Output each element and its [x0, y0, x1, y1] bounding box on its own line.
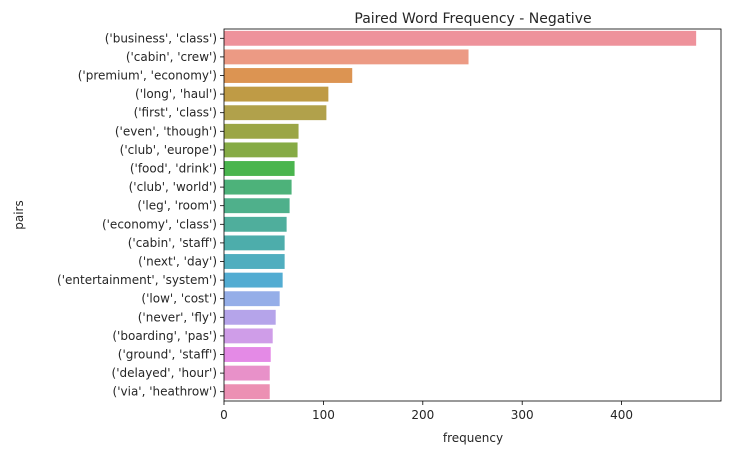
y-tick-label: ('next', 'day') [138, 255, 217, 269]
y-tick-label: ('cabin', 'crew') [126, 50, 217, 64]
y-tick-label: ('ground', 'staff') [118, 348, 217, 362]
y-tick-label: ('even', 'though') [115, 124, 217, 138]
y-tick-label: ('via', 'heathrow') [113, 385, 217, 399]
x-axis: 0 100 200 300 400 [220, 401, 633, 422]
x-tick-label: 400 [610, 408, 633, 422]
y-tick-label: ('entertainment', 'system') [57, 273, 217, 287]
bar [224, 49, 469, 65]
y-tick-label: ('long', 'haul') [135, 87, 217, 101]
y-tick-label: ('club', 'world') [129, 180, 217, 194]
x-tick-label: 300 [511, 408, 534, 422]
y-tick-label: ('economy', 'class') [102, 217, 217, 231]
bar [224, 142, 298, 158]
y-tick-label: ('food', 'drink') [130, 162, 217, 176]
bar [224, 68, 353, 83]
y-tick-label: ('delayed', 'hour') [112, 366, 217, 380]
bar [224, 161, 295, 176]
bar [224, 254, 285, 269]
y-tick-label: ('never', 'fly') [138, 310, 217, 324]
bar [224, 291, 280, 307]
y-tick-label: ('club', 'europe') [120, 143, 217, 157]
bar [224, 123, 299, 139]
x-tick-label: 200 [411, 408, 434, 422]
bar [224, 216, 287, 232]
bar [224, 86, 329, 102]
plot-frame [223, 28, 722, 402]
chart-title: Paired Word Frequency - Negative [354, 11, 591, 27]
x-tick-label: 0 [220, 408, 228, 422]
bar [224, 328, 273, 344]
y-tick-label: ('boarding', 'pas') [112, 329, 217, 343]
x-axis-title: frequency [443, 431, 503, 445]
y-tick-label: ('cabin', 'staff') [128, 236, 217, 250]
y-tick-label: ('business', 'class') [105, 31, 217, 45]
bar [224, 309, 276, 325]
bar [224, 198, 290, 214]
y-tick-labels: ('business', 'class') ('cabin', 'crew') ('… [57, 31, 224, 399]
bar [224, 105, 327, 121]
bar [224, 347, 271, 362]
y-tick-label: ('premium', 'economy') [78, 69, 217, 83]
y-axis-title: pairs [12, 200, 26, 230]
bars-group [224, 30, 697, 400]
bar [224, 179, 292, 195]
bar [224, 235, 285, 251]
bar [224, 384, 270, 400]
bar [224, 30, 697, 46]
y-tick-label: ('first', 'class') [134, 106, 217, 120]
y-tick-label: ('leg', 'room') [137, 199, 217, 213]
y-tick-label: ('low', 'cost') [141, 292, 217, 306]
bar [224, 272, 283, 288]
x-tick-label: 100 [312, 408, 335, 422]
bar [224, 365, 270, 381]
